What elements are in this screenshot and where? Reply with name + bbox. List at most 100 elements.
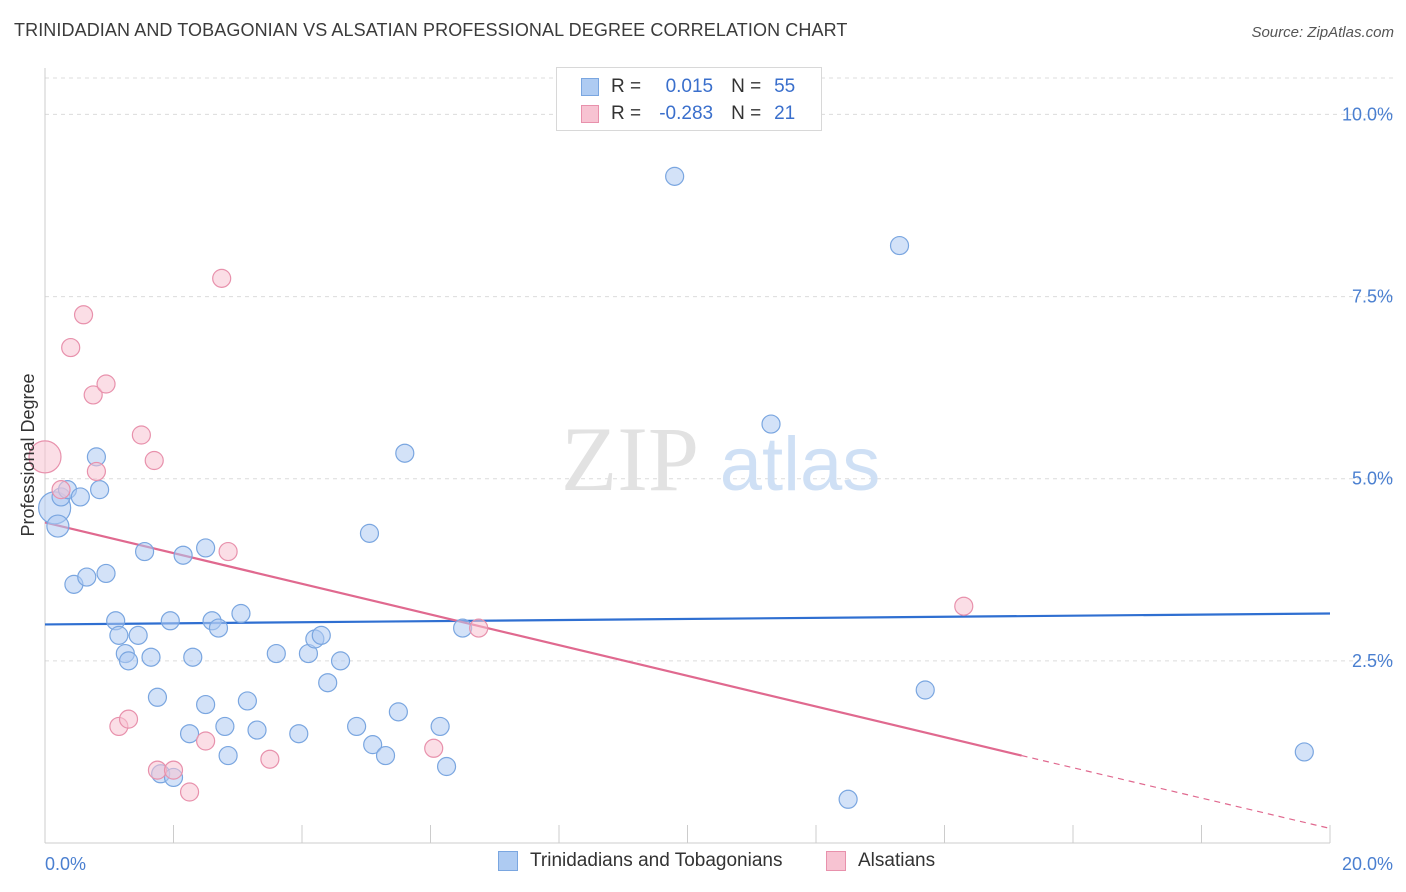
trinidadian-point (289, 724, 309, 744)
trinidadian-point (231, 603, 251, 624)
trinidadian-point (266, 643, 286, 664)
legend-item-trinidadian[interactable]: Trinidadians and Tobagonians (498, 850, 782, 872)
trinidadian-point (90, 480, 110, 500)
n-label: N = (731, 103, 762, 124)
alsatian-point (260, 749, 280, 769)
trinidadian-point (237, 691, 257, 711)
alsatian-point (144, 450, 164, 471)
watermark: ZIP atlas (561, 408, 880, 510)
trinidadian-point (363, 735, 383, 755)
legend-row-alsatian: R = -0.283 N = 21 (581, 101, 795, 127)
alsatian-point (118, 709, 139, 729)
trinidadian-point (109, 625, 129, 645)
alsatian-point (218, 541, 238, 562)
trinidadian-point (147, 687, 168, 707)
trinidadian-point (179, 724, 200, 744)
trinidadian-point (196, 694, 216, 715)
n-value: 55 (774, 76, 796, 97)
y-tick-label: 5.0% (1352, 469, 1393, 489)
trend-lines (44, 521, 1331, 830)
trinidadian-point (77, 567, 97, 587)
alsatian-trend-extension (1021, 754, 1331, 830)
trinidadian-trend-line (44, 612, 1331, 626)
trinidadian-point (208, 618, 229, 638)
alsatian-point (196, 731, 216, 751)
alsatian-point (954, 596, 974, 616)
trinidadian-point (915, 680, 935, 700)
trinidadian-point (215, 716, 235, 737)
y-axis-label: Professional Degree (18, 373, 38, 536)
alsatian-point (61, 337, 81, 358)
trinidadian-point (183, 647, 203, 667)
alsatian-point (424, 738, 444, 758)
watermark-zip: ZIP (561, 408, 699, 510)
r-label: R = (611, 76, 642, 97)
trinidadian-point (375, 745, 396, 766)
trinidadian-point (430, 716, 450, 737)
legend-swatch-blue (498, 851, 518, 871)
x-tick-label: 0.0% (45, 854, 86, 874)
axis-labels: 2.5% 5.0% 7.5% 10.0% 0.0% 20.0% Professional D… (18, 104, 1393, 874)
trinidadian-point (134, 541, 155, 562)
trinidadian-point (838, 789, 858, 809)
alsatian-point (83, 385, 103, 405)
r-label: R = (611, 103, 642, 124)
trinidadian-point (311, 625, 331, 645)
trinidadian-point (128, 625, 148, 645)
gridlines (45, 77, 1395, 662)
alsatian-point (469, 618, 489, 638)
r-value: -0.283 (659, 103, 714, 124)
alsatian-trend-line (44, 521, 1022, 757)
trinidadian-point (761, 414, 781, 434)
trinidadian-point (395, 443, 415, 463)
alsatian-point (163, 760, 184, 780)
trinidadian-point (70, 487, 90, 507)
n-label: N = (731, 76, 762, 97)
trinidadian-point (359, 523, 380, 543)
alsatian-point (212, 268, 232, 288)
legend-label: Alsatians (858, 850, 936, 871)
y-tick-label: 2.5% (1352, 651, 1393, 671)
trinidadian-point (388, 702, 408, 722)
trinidadian-point (160, 611, 180, 631)
y-tick-label: 10.0% (1342, 104, 1393, 124)
trinidadian-point (347, 716, 367, 737)
chart-title: TRINIDADIAN AND TOBAGONIAN VS ALSATIAN P… (14, 20, 848, 40)
series-legend: Trinidadians and Tobagonians Alsatians (0, 850, 1406, 878)
data-points (28, 166, 1314, 809)
trinidadian-point (436, 756, 457, 777)
trinidadian-point (318, 673, 338, 693)
alsatian-point (86, 461, 107, 482)
alsatian-point (131, 425, 151, 445)
legend-item-alsatian[interactable]: Alsatians (826, 850, 935, 872)
trinidadian-point (141, 647, 161, 667)
trinidadian-point (247, 720, 267, 740)
legend-row-trinidadian: R = 0.015 N = 55 (581, 74, 795, 100)
alsatian-point (51, 480, 71, 500)
legend-swatch-blue (581, 78, 599, 96)
trinidadian-point (118, 651, 139, 671)
legend-swatch-pink (826, 851, 846, 871)
legend-label: Trinidadians and Tobagonians (530, 850, 783, 871)
alsatian-point (179, 782, 200, 802)
trinidadian-point (453, 618, 473, 638)
source-label: Source: ZipAtlas.com (1251, 24, 1394, 41)
trinidadian-point (96, 563, 116, 584)
trinidadian-point (330, 651, 351, 671)
alsatian-point (73, 305, 94, 325)
trinidadian-point (889, 235, 910, 256)
alsatian-point (147, 760, 168, 780)
correlation-legend: R = 0.015 N = 55 R = -0.283 N = 21 (556, 67, 822, 131)
alsatian-point (96, 374, 116, 394)
trinidadian-point (665, 166, 685, 186)
axes (44, 68, 1331, 844)
alsatian-point (28, 440, 62, 474)
trinidadian-point (196, 538, 216, 558)
trinidadian-point (173, 545, 193, 565)
trinidadian-point (46, 514, 70, 538)
x-tick-label: 20.0% (1342, 854, 1393, 874)
legend-swatch-pink (581, 105, 599, 123)
r-value: 0.015 (665, 76, 714, 97)
y-tick-label: 7.5% (1352, 287, 1393, 307)
